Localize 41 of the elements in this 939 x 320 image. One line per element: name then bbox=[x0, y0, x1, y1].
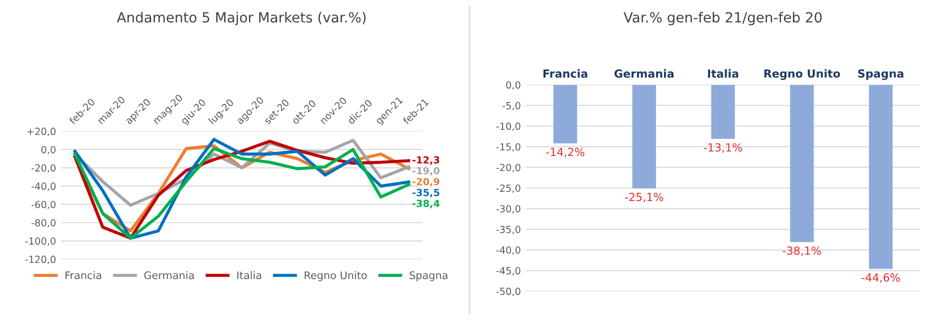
x-tick-label: Francia bbox=[543, 69, 588, 78]
y-tick-label: -60,0 bbox=[31, 200, 56, 210]
data-label: -35,5 bbox=[412, 188, 440, 198]
y-tick-label: -45,0 bbox=[496, 267, 520, 276]
data-label: -38,4 bbox=[412, 200, 440, 208]
data-label: -14,2% bbox=[546, 148, 584, 158]
y-tick-label: -25,0 bbox=[496, 184, 520, 193]
legend-label: Italia bbox=[237, 271, 262, 280]
y-tick-label: -20,0 bbox=[31, 164, 56, 173]
data-label: -38,1% bbox=[782, 246, 821, 256]
data-label: -13,1% bbox=[704, 143, 742, 153]
y-tick-label: -10,0 bbox=[496, 122, 520, 131]
y-tick-label: 0,0 bbox=[506, 81, 520, 90]
y-tick-label: -120,0 bbox=[25, 256, 56, 264]
y-tick-label: -5,0 bbox=[502, 102, 520, 110]
legend-label: Germania bbox=[144, 271, 194, 280]
y-tick-label: -80,0 bbox=[31, 219, 56, 228]
chart-title: Andamento 5 Major Markets (var.%) bbox=[116, 12, 366, 26]
y-tick-label: -40,0 bbox=[31, 182, 56, 191]
legend-label: Francia bbox=[66, 271, 102, 280]
data-label: -25,1% bbox=[625, 192, 664, 202]
x-tick-label: Germania bbox=[614, 69, 674, 78]
y-tick-label: +20,0 bbox=[27, 128, 56, 136]
data-label: -19,0 bbox=[412, 167, 440, 176]
y-tick-label: -100,0 bbox=[25, 237, 56, 246]
y-tick-label: -35,0 bbox=[496, 226, 520, 234]
y-tick-label: -50,0 bbox=[496, 288, 520, 296]
chart-title: Var.% gen-feb 21/gen-feb 20 bbox=[624, 12, 822, 26]
x-tick-label: Spagna bbox=[858, 69, 904, 80]
y-tick-label: -20,0 bbox=[496, 164, 520, 172]
data-label: -20,9 bbox=[412, 178, 440, 187]
legend-label: Regno Unito bbox=[304, 271, 367, 282]
y-tick-label: -40,0 bbox=[496, 246, 520, 255]
y-tick-label: -15,0 bbox=[496, 143, 520, 152]
y-tick-label: -30,0 bbox=[496, 205, 520, 214]
x-tick-label: Regno Unito bbox=[764, 69, 840, 80]
data-label: -12,3 bbox=[412, 156, 440, 165]
data-label: -44,6% bbox=[862, 273, 900, 283]
y-tick-label: 0,0 bbox=[41, 146, 56, 154]
legend-label: Spagna bbox=[410, 271, 448, 282]
x-tick-label: Italia bbox=[708, 69, 738, 78]
